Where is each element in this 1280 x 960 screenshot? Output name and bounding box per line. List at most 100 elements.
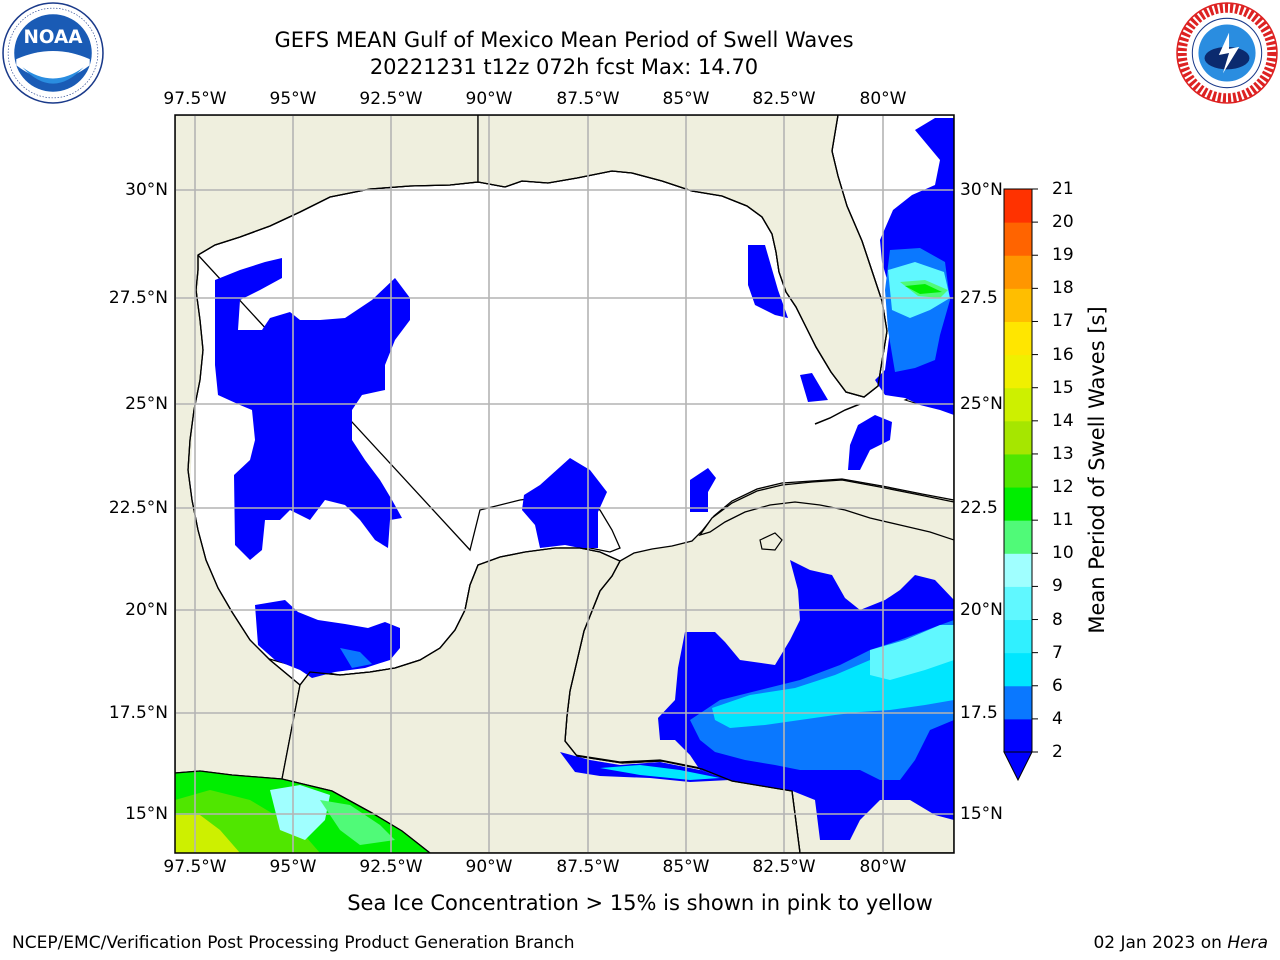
colorbar-tick-label: 15 bbox=[1052, 377, 1074, 398]
field-region-sw-gulf-light bbox=[340, 648, 372, 668]
isle-of-youth bbox=[759, 532, 783, 551]
lat-tick-left: 25°N bbox=[125, 394, 168, 414]
chart-subtitle: 20221231 t12z 072h fcst Max: 14.70 bbox=[369, 55, 759, 79]
colorbar-tick-label: 17 bbox=[1052, 311, 1074, 332]
footer-date-text: 02 Jan 2023 on bbox=[1093, 933, 1228, 953]
swell-field bbox=[175, 118, 954, 853]
footer-date: 02 Jan 2023 on Hera bbox=[1093, 933, 1268, 953]
colorbar-band bbox=[1004, 354, 1032, 389]
colorbar-tick-label: 6 bbox=[1052, 675, 1063, 696]
colorbar-tick-label: 16 bbox=[1052, 344, 1074, 365]
colorbar-tick-label: 2 bbox=[1052, 742, 1063, 762]
colorbar-tick-label: 19 bbox=[1052, 245, 1074, 266]
colorbar-band bbox=[1004, 718, 1032, 753]
coastline-gulf bbox=[197, 115, 888, 398]
lon-tick-bottom: 90°W bbox=[465, 857, 513, 877]
colorbar-band bbox=[1004, 586, 1032, 621]
lon-tick-top: 87.5°W bbox=[556, 89, 620, 109]
lon-tick-bottom: 80°W bbox=[859, 857, 907, 877]
field-region-atlantic-green2 bbox=[905, 284, 942, 294]
colorbar-tick-label: 10 bbox=[1052, 543, 1074, 564]
lon-tick-bottom: 82.5°W bbox=[752, 857, 816, 877]
colorbar-band bbox=[1004, 652, 1032, 687]
colorbar-tick-label: 13 bbox=[1052, 443, 1074, 464]
field-region-caribbean-lightcyan bbox=[870, 625, 954, 680]
lon-tick-bottom: 92.5°W bbox=[359, 857, 423, 877]
chart-title: GEFS MEAN Gulf of Mexico Mean Period of … bbox=[274, 28, 854, 52]
colorbar-band bbox=[1004, 619, 1032, 654]
colorbar-band bbox=[1004, 321, 1032, 356]
colorbar-tick-label: 11 bbox=[1052, 510, 1074, 531]
colorbar-tick-label: 21 bbox=[1052, 179, 1074, 199]
field-region-florida-west bbox=[748, 245, 788, 318]
gridlines bbox=[175, 115, 954, 853]
lat-tick-right: 20°N bbox=[960, 600, 1003, 620]
field-region-central bbox=[522, 458, 607, 548]
field-region-pacific-yellowgreen bbox=[175, 815, 240, 853]
nws-logo bbox=[1176, 2, 1278, 104]
colorbar-band bbox=[1004, 685, 1032, 720]
colorbar-band bbox=[1004, 520, 1032, 554]
lat-tick-left: 17.5°N bbox=[108, 703, 168, 723]
map-frame bbox=[174, 114, 955, 854]
field-region-pacific-green bbox=[320, 800, 395, 845]
colorbar bbox=[1003, 188, 1038, 782]
colorbar-tick-label: 18 bbox=[1052, 278, 1074, 299]
lat-tick-right: 22.5 bbox=[960, 498, 998, 518]
field-region-western-gulf bbox=[215, 258, 410, 560]
footer-system: Hera bbox=[1227, 933, 1268, 953]
lat-tick-right: 17.5 bbox=[960, 703, 998, 723]
coastline-pacific bbox=[175, 770, 431, 853]
colorbar-extend-arrow bbox=[1003, 751, 1033, 782]
colorbar-tick-label: 7 bbox=[1052, 642, 1063, 663]
lat-tick-left: 27.5°N bbox=[108, 288, 168, 308]
lon-tick-bottom: 97.5°W bbox=[163, 857, 227, 877]
noaa-logo: NOAA bbox=[2, 2, 104, 104]
colorbar-band bbox=[1004, 288, 1032, 322]
lat-tick-left: 30°N bbox=[125, 180, 168, 200]
lon-tick-bottom: 95°W bbox=[269, 857, 317, 877]
lat-tick-left: 20°N bbox=[125, 600, 168, 620]
lat-tick-right: 27.5 bbox=[960, 288, 998, 308]
svg-text:NOAA: NOAA bbox=[24, 27, 84, 48]
colorbar-band bbox=[1004, 255, 1032, 289]
lat-tick-right: 25°N bbox=[960, 394, 1003, 414]
colorbar-band bbox=[1004, 487, 1032, 521]
lon-tick-top: 92.5°W bbox=[359, 89, 423, 109]
colorbar-tick-label: 8 bbox=[1052, 609, 1063, 630]
lat-tick-right: 15°N bbox=[960, 804, 1003, 824]
lat-tick-right: 30°N bbox=[960, 180, 1003, 200]
field-region-honduras-cyan bbox=[600, 765, 720, 780]
colorbar-tick-label: 4 bbox=[1052, 708, 1063, 729]
lon-tick-top: 90°W bbox=[465, 89, 513, 109]
sea-ice-note: Sea Ice Concentration > 15% is shown in … bbox=[347, 891, 933, 915]
lat-tick-left: 15°N bbox=[125, 804, 168, 824]
lon-tick-bottom: 85°W bbox=[662, 857, 710, 877]
colorbar-tick-label: 12 bbox=[1052, 477, 1074, 498]
footer-credit: NCEP/EMC/Verification Post Processing Pr… bbox=[12, 933, 575, 953]
lon-tick-top: 80°W bbox=[859, 89, 907, 109]
field-region-pacific-cyan bbox=[270, 785, 330, 840]
colorbar-tick-label: 20 bbox=[1052, 212, 1074, 233]
florida-keys bbox=[814, 403, 861, 425]
colorbar-band bbox=[1004, 387, 1032, 422]
colorbar-band bbox=[1004, 189, 1032, 223]
colorbar-frame bbox=[1003, 188, 1033, 753]
lon-tick-top: 85°W bbox=[662, 89, 710, 109]
colorbar-band bbox=[1004, 553, 1032, 587]
colorbar-label: Mean Period of Swell Waves [s] bbox=[1085, 306, 1109, 634]
field-region-east-gulf bbox=[690, 468, 716, 512]
colorbar-tick-label: 9 bbox=[1052, 576, 1063, 597]
lon-tick-bottom: 87.5°W bbox=[556, 857, 620, 877]
colorbar-band bbox=[1004, 420, 1032, 455]
lon-tick-top: 97.5°W bbox=[163, 89, 227, 109]
lat-tick-left: 22.5°N bbox=[108, 498, 168, 518]
colorbar-band bbox=[1004, 222, 1032, 256]
lon-tick-top: 95°W bbox=[269, 89, 317, 109]
colorbar-tick-label: 14 bbox=[1052, 410, 1074, 431]
lon-tick-top: 82.5°W bbox=[752, 89, 816, 109]
field-region-keys bbox=[848, 415, 892, 470]
colorbar-band bbox=[1004, 453, 1032, 488]
field-region-florida-sw bbox=[800, 373, 828, 402]
